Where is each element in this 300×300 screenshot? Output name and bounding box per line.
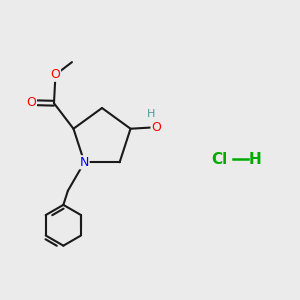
Text: O: O: [151, 121, 161, 134]
Text: N: N: [80, 156, 89, 169]
Text: H: H: [249, 152, 261, 166]
Text: O: O: [26, 96, 36, 109]
Text: O: O: [50, 68, 60, 81]
Text: H: H: [147, 109, 156, 119]
Text: Cl: Cl: [211, 152, 227, 166]
